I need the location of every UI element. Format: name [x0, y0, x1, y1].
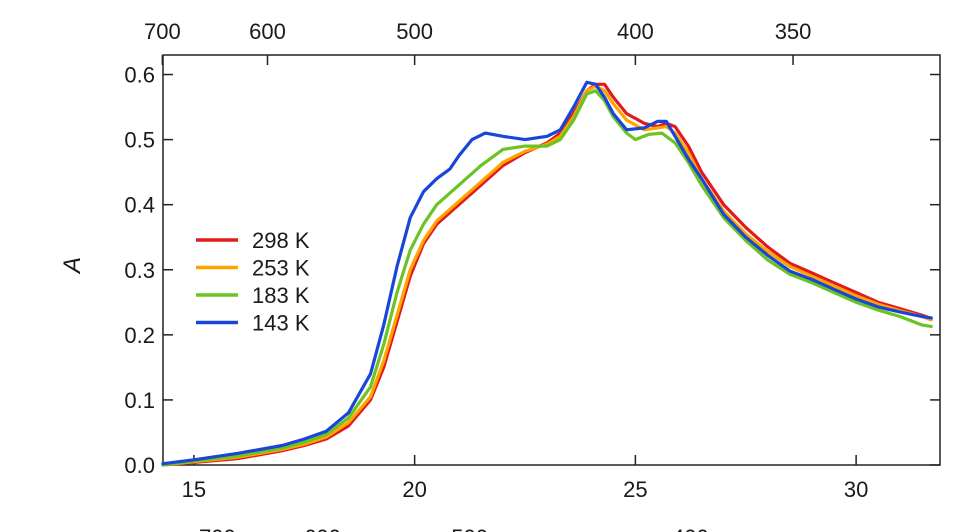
y-tick-label: 0.0	[124, 453, 155, 478]
top-tick-label: 500	[396, 19, 433, 44]
axis-ticks	[161, 55, 940, 466]
series-layer	[161, 80, 933, 467]
top-tick-label: 400	[617, 19, 654, 44]
top-tick-label: 600	[249, 19, 286, 44]
y-tick-label: 0.1	[124, 388, 155, 413]
legend-label: 253 K	[252, 256, 310, 281]
series-line	[161, 80, 933, 466]
series-line	[161, 89, 933, 467]
legend-label: 298 K	[252, 228, 310, 253]
y-tick-label: 0.3	[124, 258, 155, 283]
bottom-edge-label: 400	[672, 525, 709, 532]
top-tick-label: 350	[775, 19, 812, 44]
top-tick-label: 700	[144, 19, 181, 44]
x-tick-label: 30	[844, 477, 868, 502]
bottom-edge-label: 600	[304, 525, 341, 532]
y-tick-label: 0.4	[124, 193, 155, 218]
plot-frame	[162, 54, 941, 466]
y-tick-label: 0.2	[124, 323, 155, 348]
tick-labels: 0.0 0.1 0.2 0.3 0.4 0.5 0.6 15 20 25 30 700 600 500 40…	[124, 19, 868, 532]
y-tick-label: 0.5	[124, 128, 155, 153]
y-tick-label: 0.6	[124, 63, 155, 88]
x-tick-label: 15	[182, 477, 206, 502]
x-tick-label: 20	[402, 477, 426, 502]
bottom-edge-label: 700	[199, 525, 236, 532]
legend-label: 183 K	[252, 283, 310, 308]
legend-label: 143 K	[252, 311, 310, 336]
x-tick-label: 25	[623, 477, 647, 502]
series-line	[161, 84, 933, 467]
y-axis-label: A	[59, 257, 86, 275]
bottom-edge-label: 500	[451, 525, 488, 532]
